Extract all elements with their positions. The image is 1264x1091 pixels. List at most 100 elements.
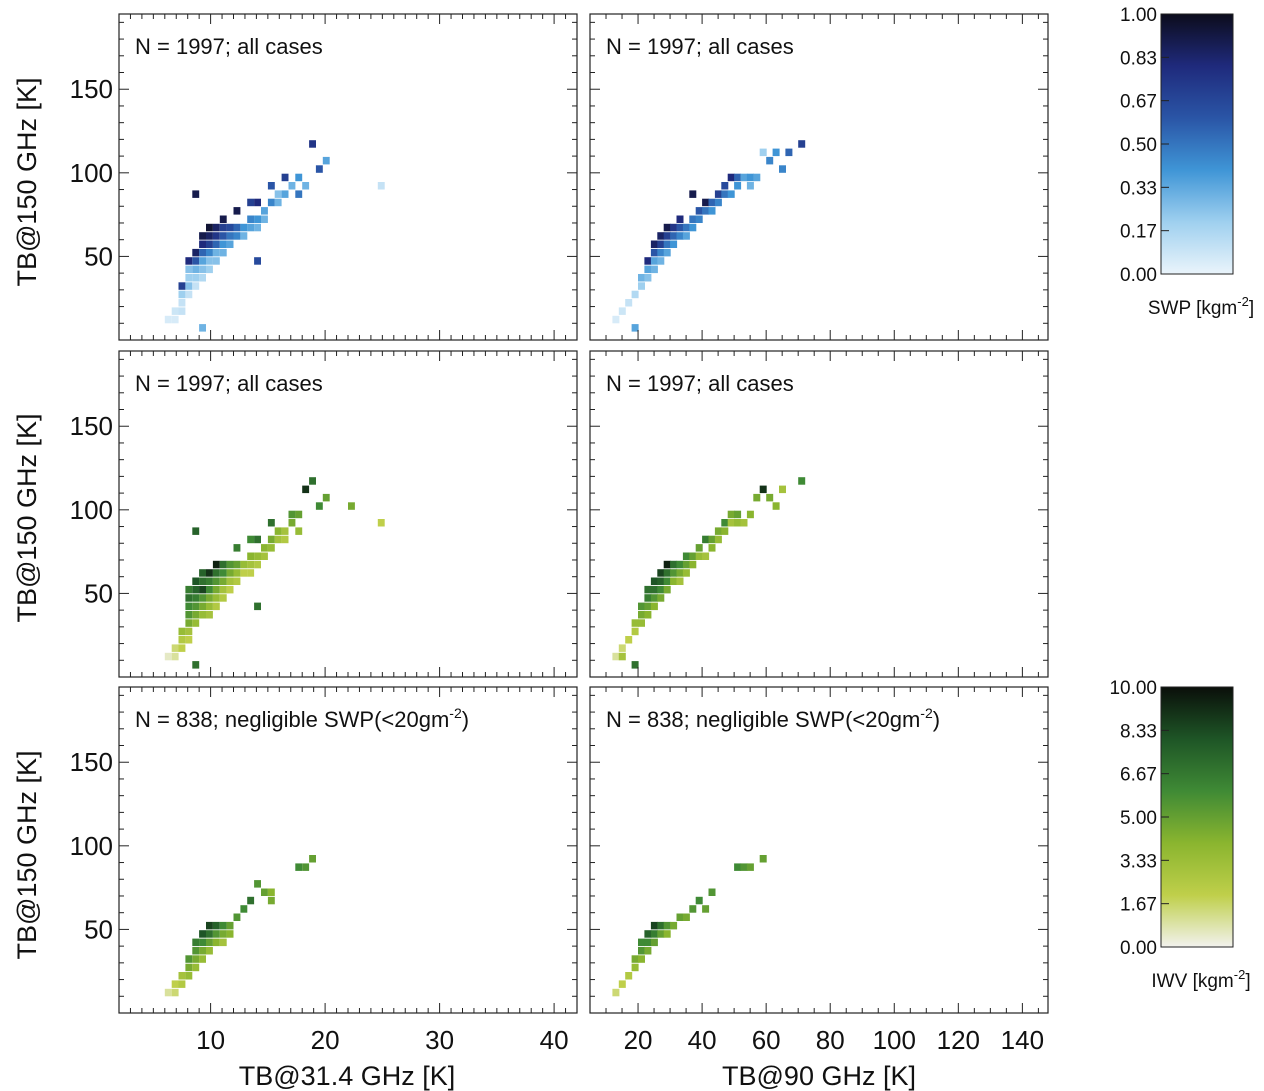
heatmap-cell <box>192 257 200 265</box>
heatmap-cell <box>212 560 220 569</box>
heatmap-cell <box>206 602 213 611</box>
x-tick-label: 120 <box>937 1025 980 1055</box>
heatmap-cell <box>212 585 220 594</box>
heatmap-cell <box>199 602 206 611</box>
heatmap-cell <box>638 955 645 963</box>
heatmap-cell <box>192 190 200 198</box>
heatmap-cell <box>206 577 213 585</box>
heatmap-cell <box>206 611 213 619</box>
heatmap-cell <box>192 619 200 627</box>
heatmap-cell <box>650 240 658 248</box>
heatmap-cell <box>618 644 626 652</box>
heatmap-cell <box>798 477 806 485</box>
heatmap-cell <box>644 257 652 265</box>
panel-annotation: N = 838; negligible SWP(<20gm-2) <box>135 705 469 732</box>
heatmap-cell <box>164 315 172 324</box>
heatmap-cell <box>676 232 684 240</box>
heatmap-cell <box>638 947 645 955</box>
colorbar-tick-label: 5.00 <box>1120 808 1157 829</box>
tick-marks <box>589 14 1048 340</box>
heatmap-cell <box>650 921 658 930</box>
x-tick-label: 10 <box>196 1025 225 1055</box>
heatmap-cell <box>657 248 665 257</box>
axis-labels: TB@150 GHz [K] TB@150 GHz [K] TB@150 GHz… <box>12 78 916 1091</box>
panel-row1-left: 50 100 150 N = 1997; all cases <box>70 13 578 341</box>
heatmap-cell <box>219 569 227 577</box>
heatmap-cell <box>206 223 213 232</box>
heatmap-cell <box>274 527 282 535</box>
heatmap-cell <box>766 156 774 165</box>
heatmap-cell <box>206 594 213 602</box>
heatmap-cell <box>178 636 186 644</box>
panel-row3-left: 50 100 150 10 20 30 40 N = 838; negligible SWP(… <box>70 686 578 1055</box>
heatmap-cells <box>612 855 767 997</box>
heatmap-cell <box>663 577 671 585</box>
x-tick-label: 30 <box>425 1025 454 1055</box>
heatmap-cell <box>192 947 200 955</box>
heatmap-cell <box>219 921 227 930</box>
colorbar-tick-label: 10.00 <box>1109 678 1157 699</box>
heatmap-cell <box>746 182 754 190</box>
heatmap-cell <box>233 560 241 569</box>
heatmap-cell <box>192 955 200 963</box>
y-axis-label-row1: TB@150 GHz [K] <box>12 78 42 287</box>
heatmap-cell <box>721 190 729 198</box>
heatmap-cell <box>233 569 241 577</box>
heatmap-cell <box>682 913 690 921</box>
panel-row1-right: N = 1997; all cases <box>589 13 1049 341</box>
heatmap-cell <box>657 594 665 602</box>
heatmap-cell <box>199 257 206 265</box>
y-tick-label: 100 <box>70 831 113 861</box>
heatmap-cell <box>267 896 275 905</box>
x-tick-label: 60 <box>752 1025 781 1055</box>
heatmap-cell <box>670 569 678 577</box>
heatmap-cell <box>740 519 748 527</box>
heatmap-cell <box>206 569 213 577</box>
heatmap-cell <box>192 274 200 282</box>
heatmap-cell <box>171 980 179 988</box>
heatmap-cell <box>708 207 716 215</box>
heatmap-cell <box>219 215 227 223</box>
heatmap-cell <box>657 569 665 577</box>
heatmap-cell <box>650 594 658 602</box>
heatmap-cell <box>631 324 639 332</box>
heatmap-cell <box>240 232 248 240</box>
heatmap-cell <box>254 198 261 207</box>
x-tick-label: 40 <box>540 1025 569 1055</box>
heatmap-cell <box>206 938 213 947</box>
heatmap-cell <box>727 173 735 182</box>
heatmap-cell <box>226 930 234 938</box>
heatmap-cell <box>766 493 774 502</box>
heatmap-cell <box>682 232 690 240</box>
heatmap-cell <box>240 560 248 569</box>
y-tick-label: 100 <box>70 158 113 188</box>
heatmap-cell <box>261 215 268 223</box>
heatmap-cell <box>309 140 316 148</box>
heatmap-cell <box>254 880 261 888</box>
heatmap-cell <box>295 510 303 519</box>
colorbar-label: IWV [kgm-2] <box>1151 967 1250 992</box>
heatmap-cell <box>734 510 742 519</box>
heatmap-cell <box>178 980 186 988</box>
heatmap-cell <box>199 274 206 282</box>
heatmap-cell <box>638 619 645 627</box>
tick-marks <box>589 351 1048 677</box>
heatmap-cell <box>746 863 754 871</box>
heatmap-cell <box>612 315 620 324</box>
heatmap-cell <box>295 527 303 535</box>
heatmap-cell <box>178 972 186 980</box>
heatmap-cell <box>288 182 296 190</box>
y-tick-label: 50 <box>84 578 113 608</box>
heatmap-cell <box>714 535 722 544</box>
heatmap-cell <box>695 215 703 223</box>
heatmap-cell <box>219 223 227 232</box>
heatmap-cell <box>185 594 193 602</box>
heatmap-cell <box>178 307 186 315</box>
heatmap-cell <box>657 577 665 585</box>
heatmap-cell <box>618 980 626 988</box>
heatmap-cell <box>702 198 710 207</box>
heatmap-cell <box>695 544 703 552</box>
heatmap-cell <box>219 577 227 585</box>
heatmap-cell <box>219 594 227 602</box>
